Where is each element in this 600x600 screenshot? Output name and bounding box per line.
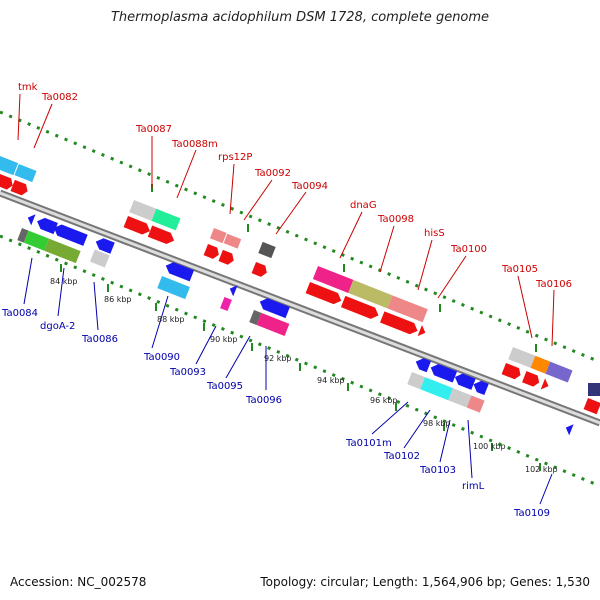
reverse-gene-labels: Ta0084 dgoA-2 Ta0086 Ta0090 Ta0093 Ta009…: [1, 308, 550, 519]
gene-label: Ta0084: [1, 308, 38, 319]
gene-label: Ta0095: [206, 381, 243, 392]
reverse-callout-lines: [23, 257, 553, 505]
gene-label: Ta0098: [377, 214, 414, 225]
kbp-labels: 84 kbp 86 kbp 88 kbp 90 kbp 92 kbp 94 kb…: [50, 277, 558, 474]
gene-label: rimL: [462, 481, 485, 492]
kbp-label: 94 kbp: [317, 376, 345, 385]
gene-label: Ta0100: [450, 244, 487, 255]
topology-text: Topology: circular; Length: 1,564,906 bp…: [260, 575, 590, 589]
kbp-label: 92 kbp: [264, 354, 292, 363]
kbp-label: 84 kbp: [50, 277, 78, 286]
kbp-label: 100 kbp: [473, 442, 506, 451]
gene-label: tmk: [18, 82, 38, 93]
inner-tick-track: [0, 234, 600, 488]
kbp-label: 98 kbp: [423, 419, 451, 428]
kbp-label: 90 kbp: [210, 335, 238, 344]
gene-label: rps12P: [218, 152, 252, 163]
gene-label: dnaG: [350, 200, 377, 211]
backbone-inner: [0, 191, 600, 425]
kbp-label: 86 kbp: [104, 295, 132, 304]
forward-arrows: [0, 174, 600, 415]
forward-gene-labels: tmk Ta0082 Ta0087 Ta0088m rps12P Ta0092 …: [18, 82, 572, 290]
gene-label: Ta0092: [254, 168, 291, 179]
gene-label: Ta0109: [513, 508, 550, 519]
kbp-label: 88 kbp: [157, 315, 185, 324]
outer-tick-track: [0, 110, 600, 364]
accession-text: Accession: NC_002578: [10, 575, 147, 589]
gene-label: Ta0082: [41, 92, 78, 103]
kbp-label: 96 kbp: [370, 396, 398, 405]
gene-label: Ta0086: [81, 334, 118, 345]
gene-label: Ta0094: [291, 181, 328, 192]
gene-label: Ta0096: [245, 395, 282, 406]
reverse-feature-boxes: [17, 228, 485, 413]
forward-callout-lines: [17, 93, 555, 347]
gene-label: dgoA-2: [40, 321, 75, 332]
gene-label: Ta0102: [383, 451, 420, 462]
gene-label: Ta0090: [143, 352, 180, 363]
reverse-arrows: [27, 214, 574, 436]
gene-label: Ta0088m: [171, 139, 218, 150]
forward-feature-boxes: [0, 156, 600, 396]
gene-label: Ta0106: [535, 279, 572, 290]
map-title: Thermoplasma acidophilum DSM 1728, compl…: [110, 10, 490, 25]
gene-label: Ta0093: [169, 367, 206, 378]
gene-label: hisS: [424, 228, 445, 239]
gene-label: Ta0103: [419, 465, 456, 476]
kbp-label: 102 kbp: [525, 465, 558, 474]
gene-label: Ta0101m: [345, 438, 392, 449]
gene-label: Ta0087: [135, 124, 172, 135]
gene-label: Ta0105: [501, 264, 538, 275]
